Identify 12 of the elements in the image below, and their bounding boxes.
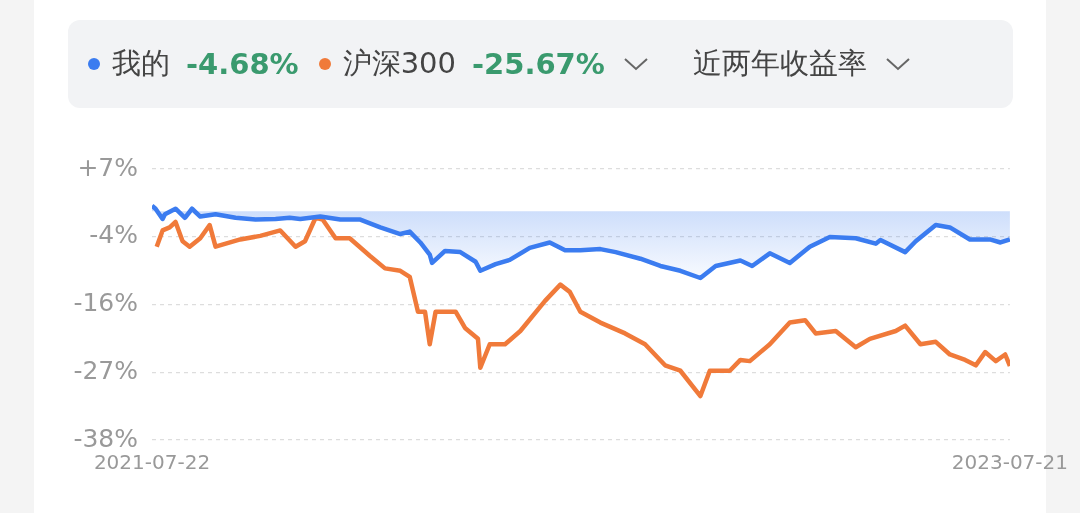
- x-tick-label: 2021-07-22: [93, 450, 211, 475]
- legend-label: 我的: [112, 45, 170, 82]
- x-tick-label: 2023-07-21: [951, 450, 1068, 475]
- y-tick-label: -38%: [73, 423, 138, 453]
- text: -4.68%: [186, 47, 299, 81]
- y-tick-label: -16%: [73, 288, 138, 317]
- y-tick-label: -4%: [89, 220, 138, 250]
- text: 近两年收益率: [692, 45, 867, 82]
- y-tick-label: -27%: [73, 355, 138, 385]
- text: -25.67%: [472, 47, 605, 81]
- y-tick-label: +7%: [77, 152, 138, 182]
- legend-label: 沪深300: [342, 45, 457, 82]
